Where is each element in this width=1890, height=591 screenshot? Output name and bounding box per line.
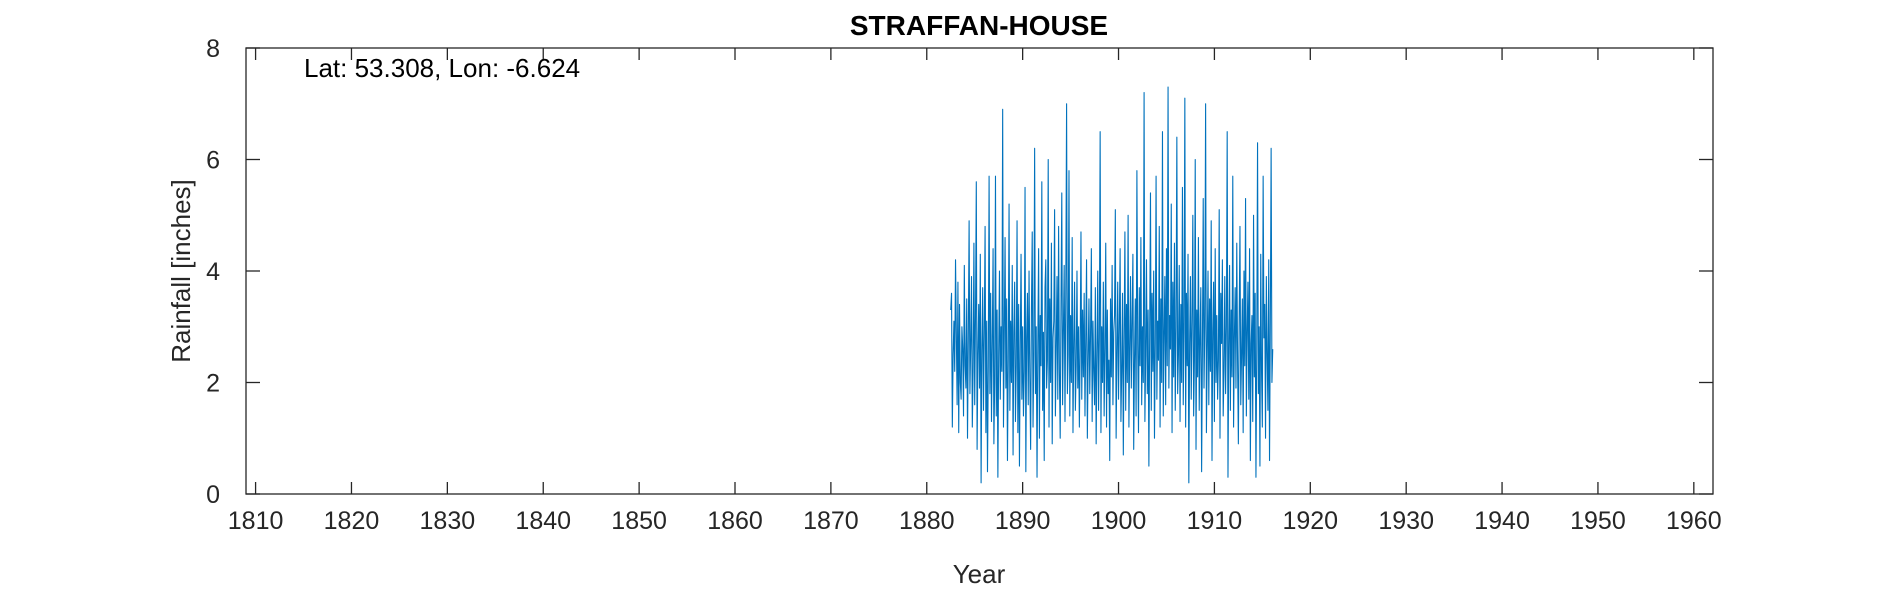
y-tick-label-2: 2 (206, 370, 220, 398)
x-tick-label-1910: 1910 (1187, 507, 1243, 535)
x-tick-label-1880: 1880 (899, 507, 955, 535)
x-tick-label-1950: 1950 (1570, 507, 1626, 535)
x-tick-label-1900: 1900 (1091, 507, 1147, 535)
y-axis-label: Rainfall [inches] (166, 179, 196, 363)
x-axis-label: Year (953, 559, 1006, 589)
y-tick-label-6: 6 (206, 147, 220, 175)
y-tick-label-4: 4 (206, 258, 220, 286)
x-tick-label-1870: 1870 (803, 507, 859, 535)
x-axis-tick-labels: 1810 1820 1830 1840 1850 1860 1870 1880 1890 1900… (228, 507, 1722, 535)
x-axis-ticks (254, 48, 1695, 494)
x-tick-label-1940: 1940 (1474, 507, 1530, 535)
x-tick-label-1830: 1830 (420, 507, 476, 535)
x-tick-label-1960: 1960 (1666, 507, 1722, 535)
y-axis-tick-labels: 0 2 4 6 8 (206, 35, 220, 509)
x-tick-label-1810: 1810 (228, 507, 284, 535)
x-tick-label-1930: 1930 (1378, 507, 1434, 535)
x-tick-label-1820: 1820 (324, 507, 380, 535)
y-tick-label-0: 0 (206, 481, 220, 509)
rainfall-series-line (950, 86, 1274, 484)
x-tick-label-1850: 1850 (611, 507, 667, 535)
x-tick-label-1860: 1860 (707, 507, 763, 535)
y-tick-label-8: 8 (206, 35, 220, 63)
x-tick-label-1890: 1890 (995, 507, 1051, 535)
station-location-annotation: Lat: 53.308, Lon: -6.624 (304, 53, 580, 83)
chart-title: STRAFFAN-HOUSE (850, 10, 1108, 41)
x-tick-label-1920: 1920 (1282, 507, 1338, 535)
x-tick-label-1840: 1840 (515, 507, 571, 535)
plot-area (245, 47, 1714, 495)
y-axis-ticks (246, 47, 1713, 495)
